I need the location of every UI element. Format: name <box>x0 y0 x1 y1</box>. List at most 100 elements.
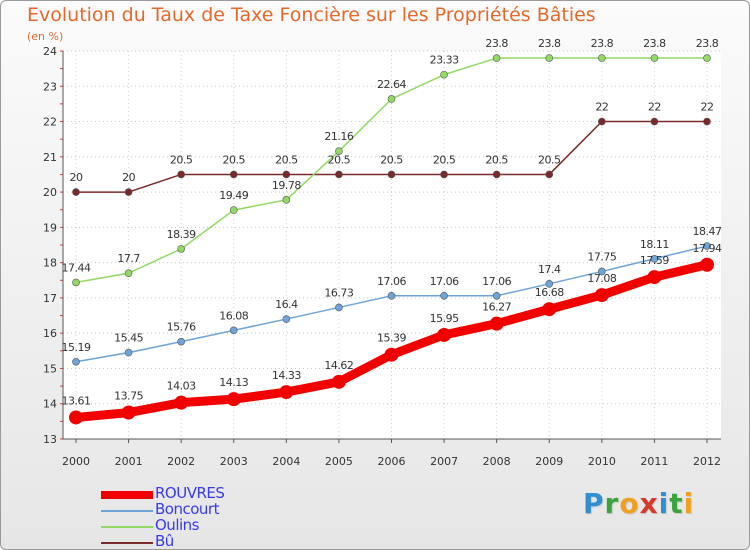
data-point <box>174 395 189 410</box>
data-label: 15.76 <box>167 321 196 334</box>
data-point <box>229 206 238 214</box>
data-point <box>226 392 241 407</box>
data-label: 23.8 <box>591 37 614 50</box>
data-point <box>545 279 554 288</box>
logo-letter: x <box>639 487 659 520</box>
data-point <box>492 54 501 62</box>
chart-unit-label: (en %) <box>27 30 64 43</box>
data-point <box>440 291 448 300</box>
data-label: 14.33 <box>272 369 301 382</box>
chart-legend: ROUVRES Boncourt Oulins Bû <box>101 484 301 550</box>
data-point <box>594 288 609 303</box>
data-point <box>69 410 83 425</box>
data-point <box>545 54 554 62</box>
data-point <box>72 278 80 287</box>
data-label: 14.13 <box>219 376 248 389</box>
data-label: 23.8 <box>643 37 666 50</box>
data-point <box>124 269 133 278</box>
data-point <box>229 170 238 179</box>
plot-area <box>63 51 721 439</box>
data-label: 15.45 <box>114 332 143 345</box>
data-label: 17.75 <box>587 250 616 263</box>
data-point <box>598 117 606 126</box>
x-tick-label: 2001 <box>115 455 143 468</box>
data-point <box>387 291 396 300</box>
y-tick-label: 21 <box>43 151 57 164</box>
y-tick-label: 16 <box>43 327 57 340</box>
data-label: 17.08 <box>587 272 616 285</box>
legend-item-oulins: Oulins <box>101 516 301 534</box>
data-label: 17.06 <box>482 275 511 288</box>
data-point <box>489 316 504 331</box>
data-label: 20.5 <box>170 153 193 166</box>
data-label: 20.5 <box>275 153 298 166</box>
logo-letter: r <box>604 487 620 520</box>
logo-letter: t <box>669 487 684 520</box>
data-point <box>598 54 606 62</box>
data-label: 17.7 <box>117 252 140 265</box>
data-label: 14.03 <box>167 380 196 393</box>
data-label: 16.73 <box>324 286 353 299</box>
data-label: 20 <box>70 171 83 184</box>
data-label: 18.47 <box>693 225 722 238</box>
data-label: 18.39 <box>167 228 196 241</box>
legend-label: Oulins <box>155 516 199 534</box>
y-tick-label: 15 <box>43 362 57 375</box>
data-point <box>177 337 185 346</box>
data-label: 22 <box>595 101 608 114</box>
data-label: 16.4 <box>275 298 298 311</box>
data-point <box>700 257 714 272</box>
proxiti-logo: Proxiti <box>583 487 694 520</box>
data-point <box>124 188 133 196</box>
data-label: 17.06 <box>377 275 406 288</box>
data-label: 16.08 <box>219 309 248 322</box>
x-tick-label: 2002 <box>167 455 195 468</box>
x-tick-label: 2010 <box>588 455 616 468</box>
y-tick-label: 22 <box>43 116 57 129</box>
x-tick-label: 2000 <box>62 455 90 468</box>
legend-swatch <box>101 542 153 544</box>
x-tick-label: 2006 <box>378 455 406 468</box>
legend-item-bû: Bû <box>101 532 301 550</box>
data-label: 17.4 <box>538 263 561 276</box>
data-point <box>335 147 343 155</box>
legend-item-boncourt: Boncourt <box>101 500 301 518</box>
data-point <box>121 405 136 420</box>
data-point <box>440 170 448 179</box>
y-tick-label: 17 <box>43 292 57 305</box>
data-label: 22 <box>648 101 661 114</box>
data-point <box>703 117 711 126</box>
legend-label: Bû <box>155 532 174 550</box>
x-tick-label: 2005 <box>325 455 353 468</box>
data-point <box>440 70 448 79</box>
data-label: 17.44 <box>62 261 91 274</box>
data-point <box>598 267 606 276</box>
legend-label: ROUVRES <box>155 484 225 502</box>
x-tick-label: 2008 <box>483 455 511 468</box>
data-label: 20.5 <box>433 153 456 166</box>
data-label: 13.61 <box>62 394 91 407</box>
data-point <box>542 302 557 317</box>
chart-title: Evolution du Taux de Taxe Foncière sur l… <box>27 4 596 26</box>
data-label: 17.06 <box>430 275 459 288</box>
data-point <box>703 242 711 250</box>
data-label: 20.5 <box>223 153 246 166</box>
data-point <box>177 245 185 253</box>
data-point <box>647 270 662 285</box>
y-tick-label: 13 <box>43 433 57 446</box>
data-label: 21.16 <box>324 130 353 143</box>
logo-letter: i <box>683 487 695 520</box>
data-label: 15.95 <box>430 312 459 325</box>
data-point <box>545 170 554 179</box>
y-tick-label: 23 <box>43 80 57 93</box>
y-tick-label: 19 <box>43 221 57 234</box>
data-point <box>437 327 452 342</box>
data-point <box>335 303 343 312</box>
logo-letter: o <box>619 487 640 520</box>
y-tick-label: 18 <box>43 257 57 270</box>
x-tick-label: 2009 <box>535 455 563 468</box>
data-label: 22.64 <box>377 78 406 91</box>
data-point <box>177 170 185 179</box>
